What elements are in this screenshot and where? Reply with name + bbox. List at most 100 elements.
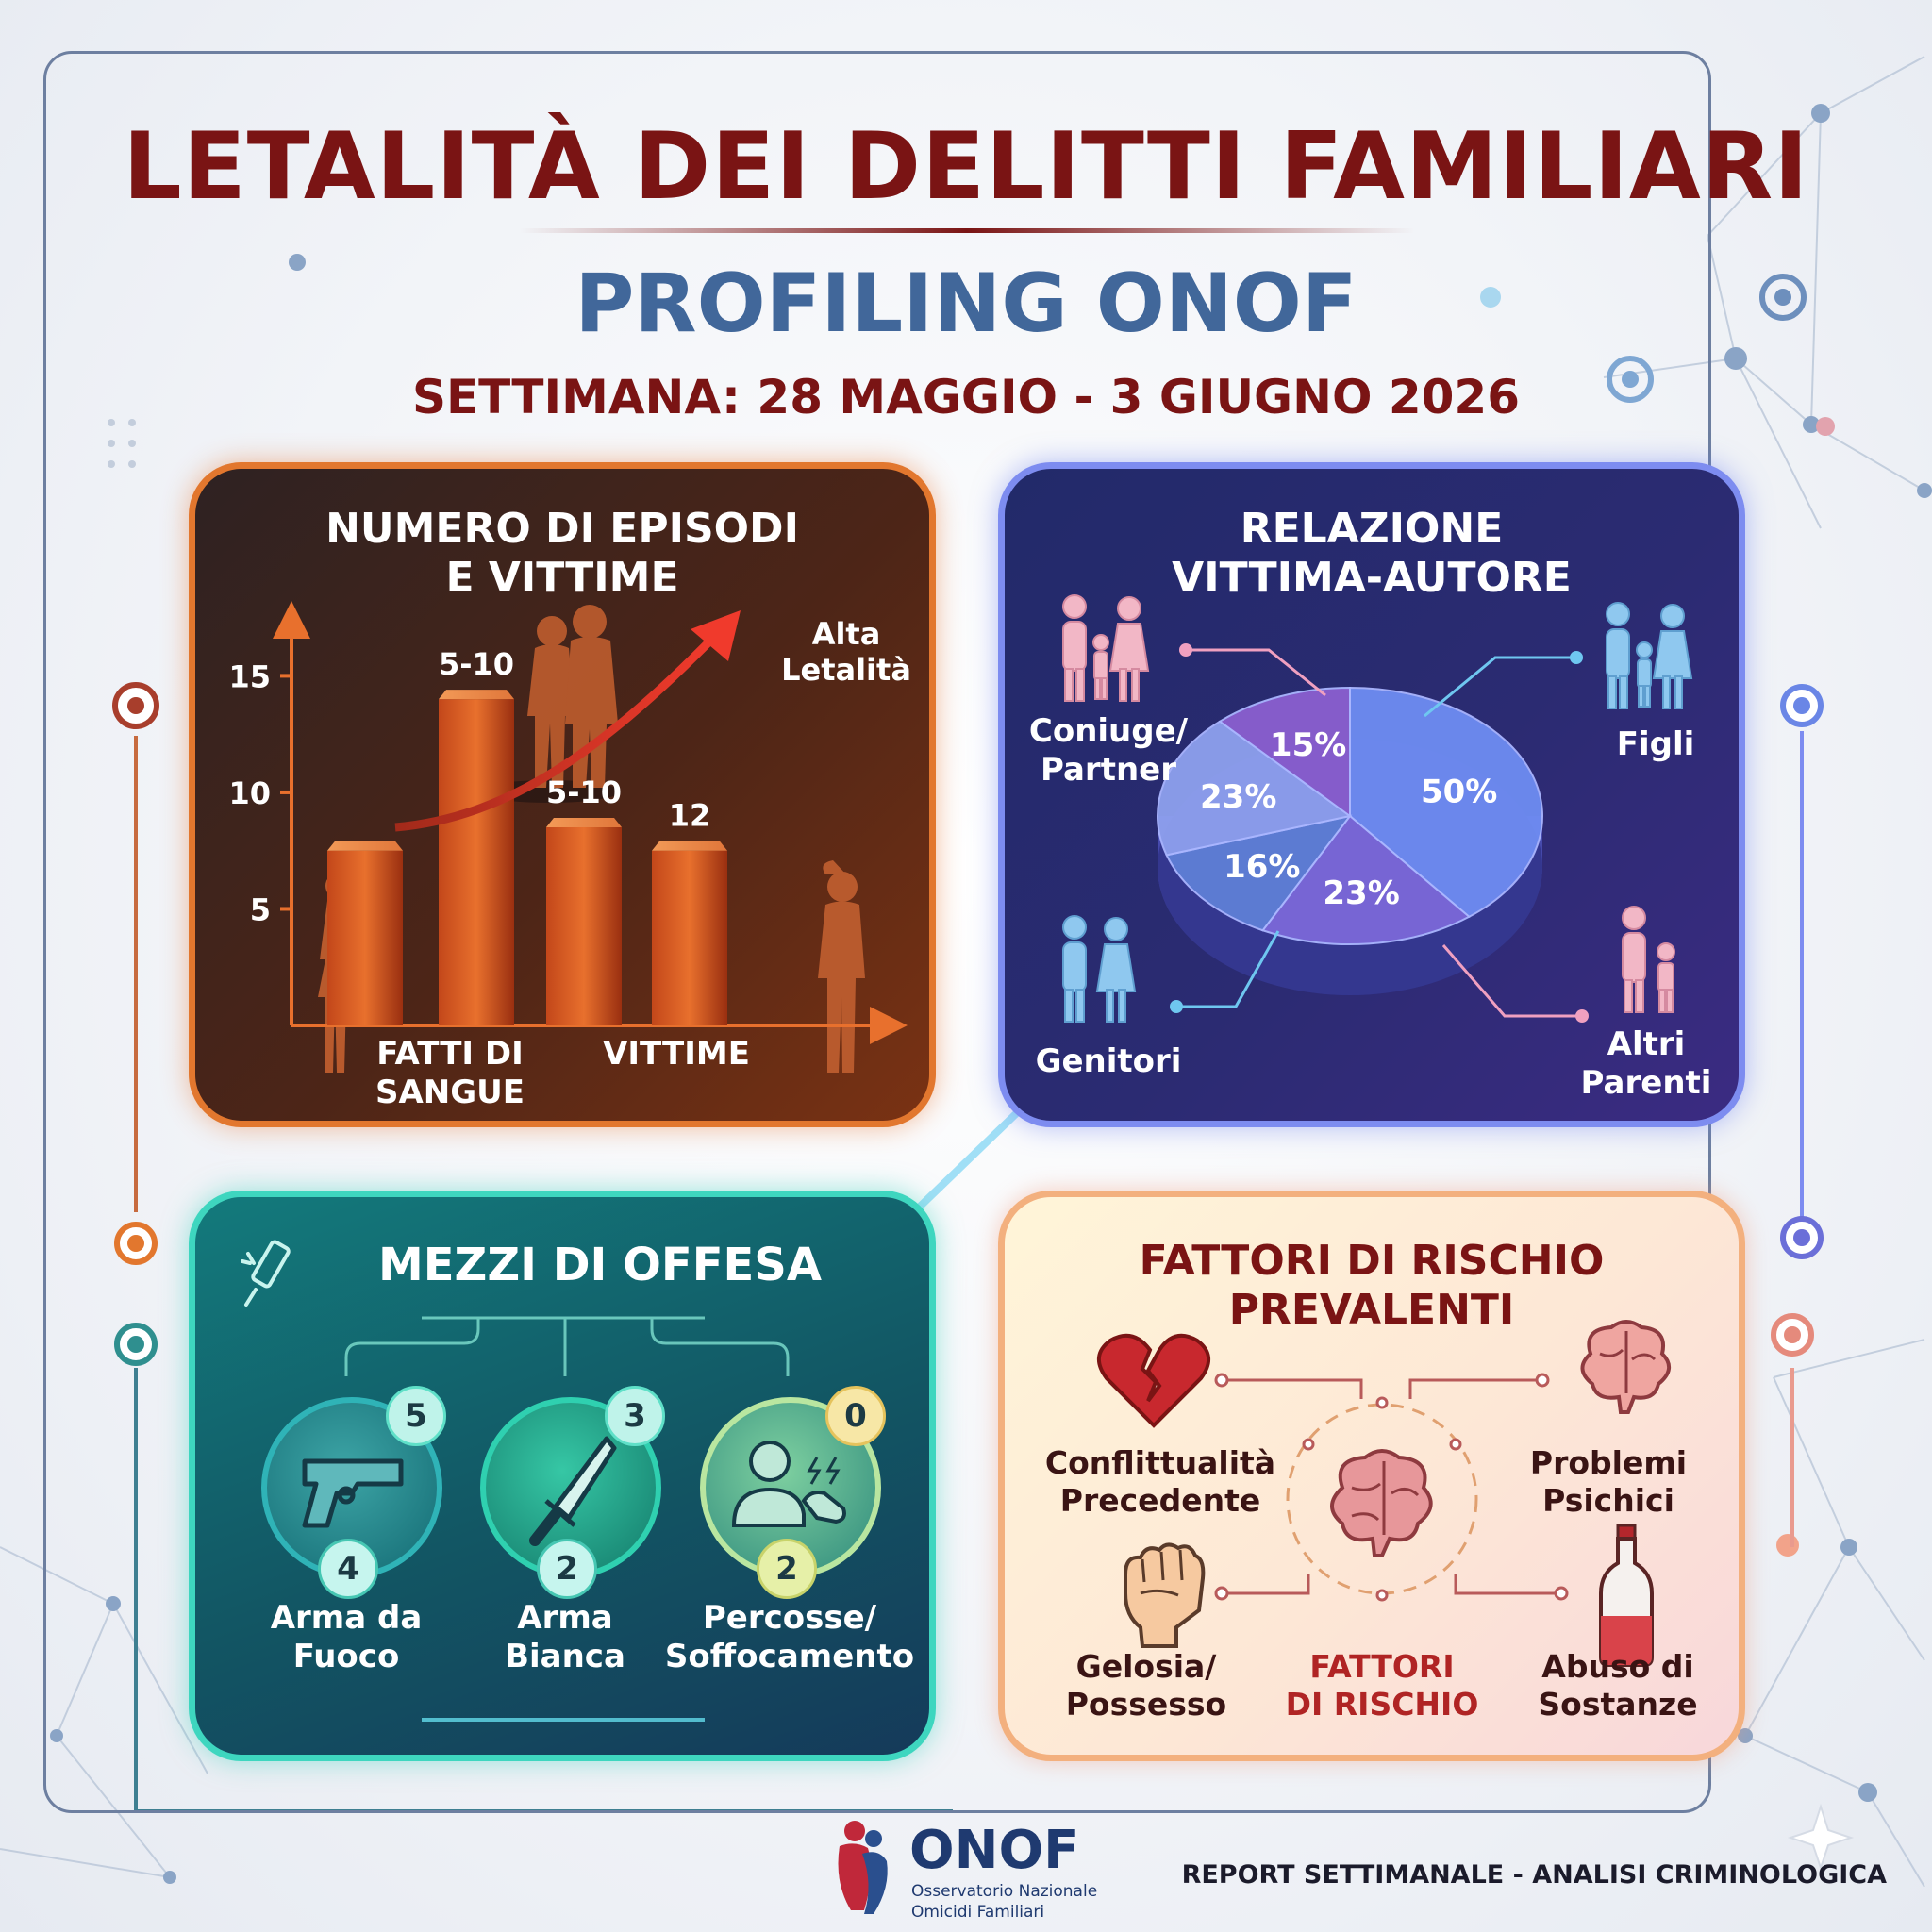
org-name-line1: Osservatorio Nazionale (911, 1882, 1098, 1901)
bar (652, 841, 727, 1025)
weapons-connector-lines (344, 1316, 790, 1722)
relation-panel-title: RELAZIONE VITTIMA-AUTORE (1005, 505, 1739, 603)
firearm-count-top: 5 (386, 1386, 446, 1446)
episodes-panel: NUMERO DI EPISODI E VITTIME (189, 462, 936, 1127)
x-label-1-line2: SANGUE (375, 1073, 525, 1111)
blade-label-line2: Bianca (505, 1637, 625, 1675)
y-axis-ticks: 5 10 15 (228, 658, 291, 927)
episodes-panel-title: NUMERO DI EPISODI E VITTIME (195, 505, 929, 603)
pie-slice-label: 16% (1224, 848, 1300, 886)
risk-title-line1: FATTORI DI RISCHIO (1139, 1237, 1605, 1285)
weapons-panel: MEZZI DI OFFESA 5 4 Arma da Fuoco (189, 1191, 936, 1761)
blade-count-top: 3 (605, 1386, 665, 1446)
category-spouse: Coniuge/ Partner (1014, 712, 1203, 790)
y-tick-label: 5 (250, 891, 271, 927)
category-spouse-line1: Coniuge/ (1028, 712, 1189, 750)
risk-title-line2: PREVALENTI (1228, 1285, 1515, 1334)
bar (327, 841, 403, 1025)
risk-center-label: FATTORI DI RISCHIO (1274, 1648, 1491, 1723)
knife-icon (529, 1436, 617, 1546)
relation-title-line2: VITTIMA-AUTORE (1172, 553, 1572, 602)
title-divider (519, 228, 1415, 233)
bar-data-label: 5-10 (546, 774, 622, 810)
risk-center-line2: DI RISCHIO (1285, 1685, 1479, 1723)
bar (546, 818, 622, 1025)
org-name-line2: Omicidi Familiari (911, 1903, 1045, 1922)
brain-icon (1330, 1449, 1433, 1557)
x-label-1-line1: FATTI DI (376, 1035, 524, 1073)
firearm-label-line2: Fuoco (292, 1637, 400, 1675)
blade-label: Arma Bianca (442, 1599, 688, 1676)
risk-conflict: Conflittualità Precedente (1033, 1444, 1288, 1519)
risk-conflict-line1: Conflittualità (1044, 1444, 1276, 1481)
risk-jealousy-line1: Gelosia/ (1075, 1648, 1217, 1685)
assault-label: Percosse/ Soffocamento (658, 1599, 922, 1676)
brain-icon (1580, 1320, 1671, 1414)
pie-slices (1157, 686, 1543, 945)
category-children: Figli (1616, 725, 1695, 763)
risk-conflict-line2: Precedente (1059, 1481, 1261, 1519)
pie-slice-label: 50% (1421, 773, 1497, 810)
x-label-vittime: VITTIME (603, 1035, 750, 1073)
risk-panel: FATTORI DI RISCHIO PREVALENTI (998, 1191, 1745, 1761)
risk-psych-line2: Psichici (1542, 1481, 1674, 1519)
report-caption: REPORT SETTIMANALE - ANALISI CRIMINOLOGI… (1181, 1860, 1887, 1890)
parents-icon (1062, 915, 1137, 1023)
firearm-label: Arma da Fuoco (224, 1599, 469, 1676)
category-relatives-line2: Parenti (1580, 1063, 1712, 1102)
assault-icon (731, 1441, 846, 1527)
episodes-title-line1: NUMERO DI EPISODI (325, 505, 799, 553)
distressed-man-silhouette-icon (818, 860, 865, 1073)
risk-substance-line2: Sostanze (1538, 1685, 1698, 1723)
pie-slice (1349, 686, 1543, 918)
risk-diagram (1097, 1320, 1671, 1667)
pie-slice (1157, 720, 1353, 857)
parent-child-icon (1622, 906, 1675, 1013)
broken-heart-icon (1097, 1333, 1210, 1428)
risk-substance: Abuso di Sostanze (1519, 1648, 1717, 1723)
category-relatives-line1: Altri (1607, 1025, 1686, 1063)
category-spouse-line2: Partner (1040, 750, 1176, 789)
relation-title-line1: RELAZIONE (1240, 505, 1504, 553)
episodes-chart: 5 10 15 5-10 5-10 12 Alta Letalità (228, 601, 911, 1073)
episodes-title-line2: E VITTIME (445, 553, 679, 602)
fist-icon (1124, 1542, 1206, 1648)
blade-count-bottom: 2 (537, 1539, 597, 1599)
relation-panel: RELAZIONE VITTIMA-AUTORE 50% 23% 16% 23% 15% (998, 462, 1745, 1127)
risk-psych-line1: Problemi (1529, 1444, 1688, 1481)
risk-jealousy-line2: Possesso (1065, 1685, 1227, 1723)
logo-text: ONOF (909, 1820, 1080, 1881)
trend-label-line2: Letalità (781, 652, 911, 688)
firearm-circle (261, 1397, 442, 1578)
relation-pie-chart: 50% 23% 16% 23% 15% (1062, 594, 1693, 1023)
risk-center-line1: FATTORI (1309, 1648, 1455, 1685)
rising-trend-arrow-icon (394, 610, 741, 832)
risk-jealousy: Gelosia/ Possesso (1042, 1648, 1250, 1723)
category-parents: Genitori (1035, 1042, 1182, 1080)
week-range: SETTIMANA: 28 MAGGIO - 3 GIUGNO 2026 (411, 370, 1521, 425)
firearm-count-bottom: 4 (318, 1539, 378, 1599)
pie-slice-label: 23% (1323, 874, 1399, 912)
family-icon (1606, 602, 1693, 709)
category-relatives: Altri Parenti (1571, 1025, 1722, 1103)
assault-count-top: 0 (825, 1386, 886, 1446)
pie-slice (1165, 814, 1353, 932)
pie-slice (1218, 686, 1351, 818)
bars-group: 5-10 5-10 12 (327, 646, 727, 1025)
onof-emblem-icon (838, 1821, 888, 1914)
page-title: LETALITÀ DEI DELITTI FAMILIARI (123, 113, 1809, 221)
assault-label-line2: Soffocamento (664, 1637, 915, 1675)
pie-slice-label: 23% (1200, 778, 1276, 816)
pie-slice-label: 15% (1270, 726, 1346, 764)
risk-substance-line1: Abuso di (1541, 1648, 1694, 1685)
y-tick-label: 15 (228, 658, 271, 694)
blade-label-line1: Arma (517, 1599, 613, 1637)
firearm-label-line1: Arma da (270, 1599, 423, 1637)
syringe-icon (241, 1240, 291, 1307)
weapons-panel-title: MEZZI DI OFFESA (377, 1239, 823, 1291)
risk-psych: Problemi Psichici (1514, 1444, 1703, 1519)
pie-labels: 50% 23% 16% 23% 15% (1200, 726, 1497, 912)
risk-panel-title: FATTORI DI RISCHIO PREVALENTI (1005, 1237, 1739, 1335)
assault-count-bottom: 2 (757, 1539, 817, 1599)
page-subtitle: PROFILING ONOF (575, 257, 1357, 351)
